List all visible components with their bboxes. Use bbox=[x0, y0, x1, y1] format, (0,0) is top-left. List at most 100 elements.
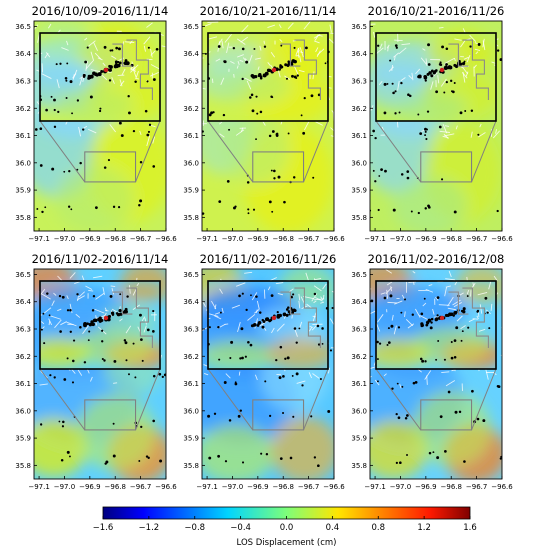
y-tick-label: 36.2 bbox=[351, 105, 367, 113]
y-tick-label: 36.3 bbox=[15, 326, 31, 334]
zoom-connector-right bbox=[303, 120, 329, 183]
panel-4: 2016/11/02-2016/11/14 35.8 35.9 36.0 36.1 36.… bbox=[15, 252, 177, 491]
boundary-outline bbox=[462, 287, 489, 349]
y-tick-label: 36.1 bbox=[15, 132, 31, 140]
y-tick-label: 36.2 bbox=[183, 105, 199, 113]
inset-2-masked-pixels bbox=[208, 44, 328, 117]
x-tick-label: −96.8 bbox=[105, 483, 126, 491]
colorbar-tick-label: −0.8 bbox=[184, 523, 205, 533]
x-tick-label: −96.7 bbox=[298, 235, 319, 243]
zoom-connector-right bbox=[303, 368, 329, 431]
axes-frame bbox=[201, 20, 335, 232]
panel-title: 2016/11/02-2016/11/14 bbox=[32, 252, 169, 266]
colorbar-tick-label: −1.2 bbox=[139, 523, 160, 533]
y-tick-label: 36.5 bbox=[15, 271, 31, 279]
y-tick-label: 36.1 bbox=[351, 132, 367, 140]
boundary-outline bbox=[280, 291, 301, 315]
x-tick-label: −96.6 bbox=[491, 235, 513, 243]
x-tick-label: −97.1 bbox=[28, 483, 49, 491]
x-tick-label: −96.8 bbox=[105, 235, 126, 243]
colorbar-tick-label: 0.8 bbox=[371, 523, 385, 533]
y-tick-label: 36.5 bbox=[183, 23, 199, 31]
x-tick-label: −96.7 bbox=[466, 483, 487, 491]
colorbar-tick-label: −1.6 bbox=[93, 523, 114, 533]
panel-title: 2016/10/21-2016/11/14 bbox=[200, 4, 337, 18]
x-tick-label: −97.1 bbox=[28, 235, 49, 243]
y-tick-label: 35.8 bbox=[15, 214, 31, 222]
x-tick-label: −97.0 bbox=[222, 483, 243, 491]
colorbar-tick-label: 1.6 bbox=[463, 523, 477, 533]
y-tick-label: 36.0 bbox=[351, 407, 367, 415]
boundary-outline bbox=[112, 43, 133, 67]
inset-2-speckle bbox=[208, 33, 328, 90]
y-tick-label: 36.4 bbox=[15, 298, 31, 306]
y-tick-label: 35.9 bbox=[183, 187, 199, 195]
y-tick-label: 36.5 bbox=[351, 23, 367, 31]
y-tick-label: 36.2 bbox=[15, 353, 31, 361]
x-tick-label: −97.0 bbox=[54, 235, 75, 243]
y-tick-label: 36.5 bbox=[183, 271, 199, 279]
colorbar: −1.6 −1.2 −0.8 −0.4 0.0 0.4 0.8 1.2 1.6 LOS Disp… bbox=[93, 506, 477, 548]
y-tick-label: 36.4 bbox=[183, 298, 199, 306]
boundary-outline bbox=[126, 39, 153, 101]
inset-4-speckle bbox=[40, 281, 157, 335]
fault-cluster bbox=[420, 307, 466, 328]
zoom-connector-right bbox=[135, 120, 161, 183]
x-tick-label: −97.0 bbox=[222, 235, 243, 243]
zoom-inset-frame bbox=[375, 32, 497, 122]
zoom-connector-left bbox=[375, 368, 422, 431]
x-tick-label: −96.6 bbox=[323, 235, 345, 243]
y-tick-label: 35.9 bbox=[351, 435, 367, 443]
panel-1: 2016/10/09-2016/11/14 35.8 35.9 36.0 36.1 36.… bbox=[15, 4, 177, 243]
panel-title: 2016/11/02-2016/11/26 bbox=[200, 252, 337, 266]
zoom-inset bbox=[207, 32, 329, 122]
zoom-inset-frame bbox=[39, 32, 161, 122]
boundary-outline bbox=[448, 43, 469, 67]
zoom-connector-left bbox=[375, 120, 422, 183]
x-tick-label: −96.7 bbox=[130, 235, 151, 243]
y-tick-label: 35.9 bbox=[15, 435, 31, 443]
panel-title: 2016/11/02-2016/12/08 bbox=[368, 252, 505, 266]
x-tick-label: −96.8 bbox=[441, 483, 462, 491]
axes-frame bbox=[369, 20, 503, 232]
zoom-region-box bbox=[84, 151, 137, 183]
y-tick-label: 35.8 bbox=[351, 462, 367, 470]
y-tick-label: 35.8 bbox=[15, 462, 31, 470]
boundary-outline bbox=[294, 39, 321, 101]
zoom-inset bbox=[39, 32, 161, 122]
zoom-region-box bbox=[252, 399, 305, 431]
y-tick-label: 36.2 bbox=[183, 353, 199, 361]
x-tick-label: −97.1 bbox=[364, 235, 385, 243]
y-tick-label: 36.3 bbox=[351, 78, 367, 86]
x-tick-label: −96.6 bbox=[323, 483, 345, 491]
y-tick-label: 36.3 bbox=[15, 78, 31, 86]
zoom-inset bbox=[375, 280, 497, 370]
zoom-connector-left bbox=[207, 120, 254, 183]
zoom-inset bbox=[375, 32, 497, 122]
boundary-outline bbox=[448, 291, 469, 315]
zoom-connector-right bbox=[135, 368, 161, 431]
y-tick-label: 36.0 bbox=[15, 159, 31, 167]
x-tick-label: −96.6 bbox=[491, 483, 513, 491]
boundary-outline bbox=[126, 287, 153, 349]
panel-6: 2016/11/02-2016/12/08 35.8 35.9 36.0 36.1 36.… bbox=[351, 252, 513, 491]
colorbar-tick-label: 1.2 bbox=[417, 523, 431, 533]
y-tick-label: 36.0 bbox=[351, 159, 367, 167]
y-tick-label: 36.3 bbox=[351, 326, 367, 334]
x-tick-label: −96.9 bbox=[247, 235, 268, 243]
x-tick-label: −96.8 bbox=[441, 235, 462, 243]
x-tick-label: −96.7 bbox=[298, 483, 319, 491]
inset-1-masked-pixels bbox=[40, 45, 159, 115]
zoom-region-box bbox=[420, 151, 473, 183]
y-tick-label: 36.0 bbox=[183, 159, 199, 167]
y-tick-label: 36.2 bbox=[351, 353, 367, 361]
y-tick-label: 36.1 bbox=[15, 380, 31, 388]
axes-frame bbox=[369, 268, 503, 480]
y-tick-label: 36.3 bbox=[183, 326, 199, 334]
y-tick-label: 35.9 bbox=[15, 187, 31, 195]
inset-5-speckle bbox=[208, 282, 328, 337]
zoom-region-box bbox=[420, 399, 473, 431]
y-tick-label: 35.8 bbox=[183, 462, 199, 470]
x-tick-label: −96.7 bbox=[130, 483, 151, 491]
